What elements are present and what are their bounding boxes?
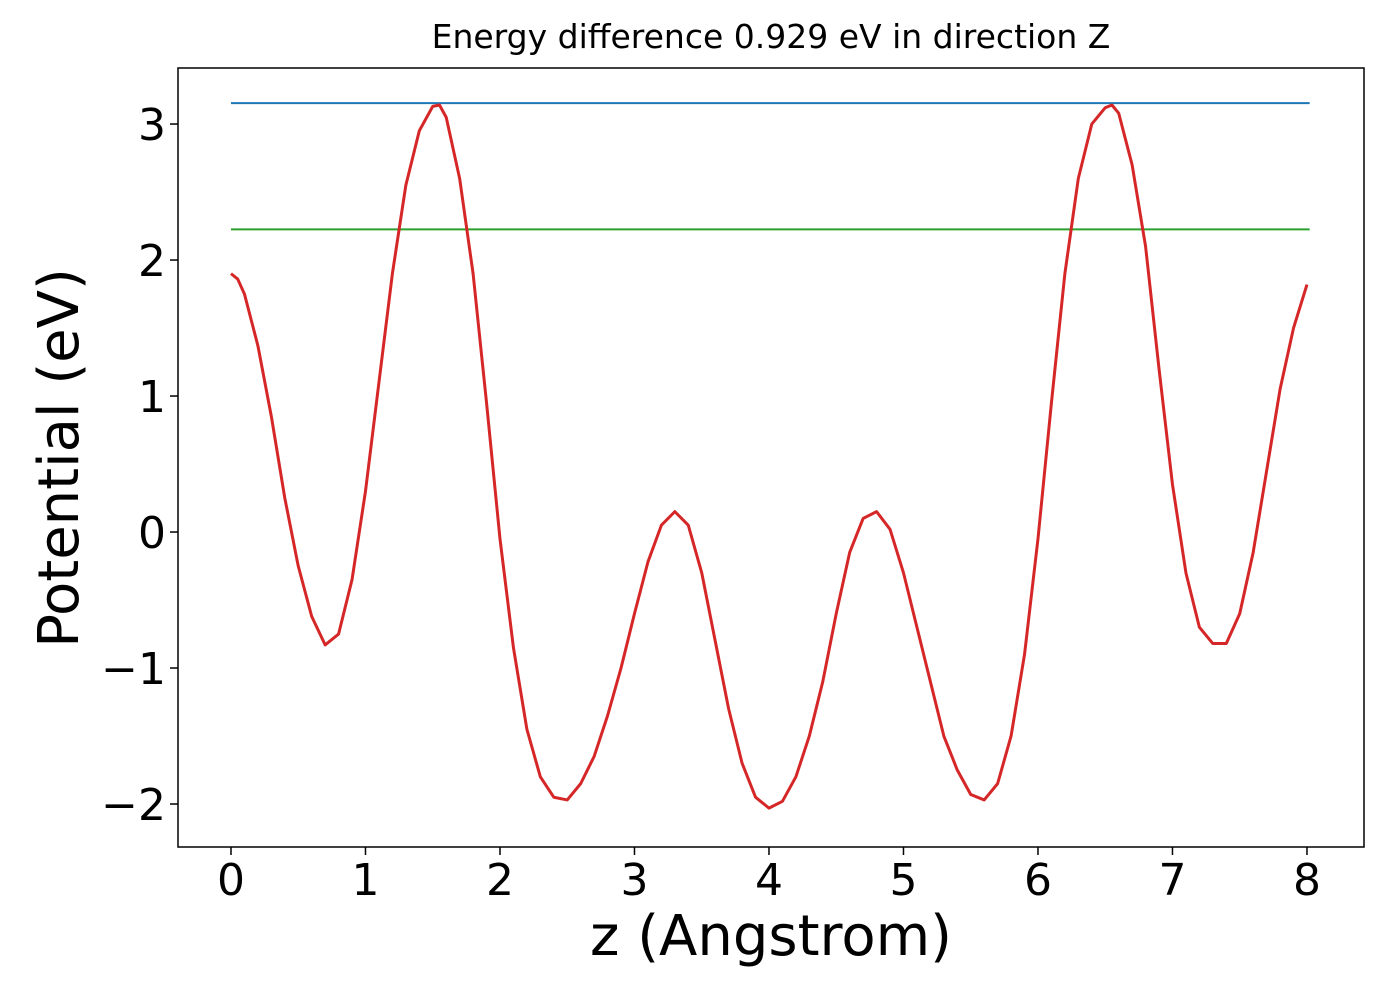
plot-frame (177, 67, 1365, 848)
x-tick-label: 0 (217, 855, 245, 906)
y-tick-label: 3 (138, 100, 166, 151)
x-tick-label: 7 (1158, 855, 1186, 906)
data-line (230, 103, 1309, 810)
x-tick-label: 8 (1293, 855, 1321, 906)
y-tick-label: 1 (138, 372, 166, 423)
y-tick-label: 0 (138, 508, 166, 559)
x-tick-label: 4 (755, 855, 783, 906)
x-axis-label: z (Angstrom) (590, 904, 952, 969)
y-tick-label: −2 (101, 780, 166, 831)
x-tick-label: 1 (351, 855, 379, 906)
y-axis-label: Potential (eV) (27, 268, 92, 648)
chart-title: Energy difference 0.929 eV in direction … (432, 17, 1111, 56)
x-tick-label: 2 (486, 855, 514, 906)
y-tick-label: 2 (138, 236, 166, 287)
x-tick-label: 3 (620, 855, 648, 906)
x-tick-label: 5 (889, 855, 917, 906)
x-tick-label: 6 (1024, 855, 1052, 906)
y-tick-label: −1 (101, 644, 166, 695)
